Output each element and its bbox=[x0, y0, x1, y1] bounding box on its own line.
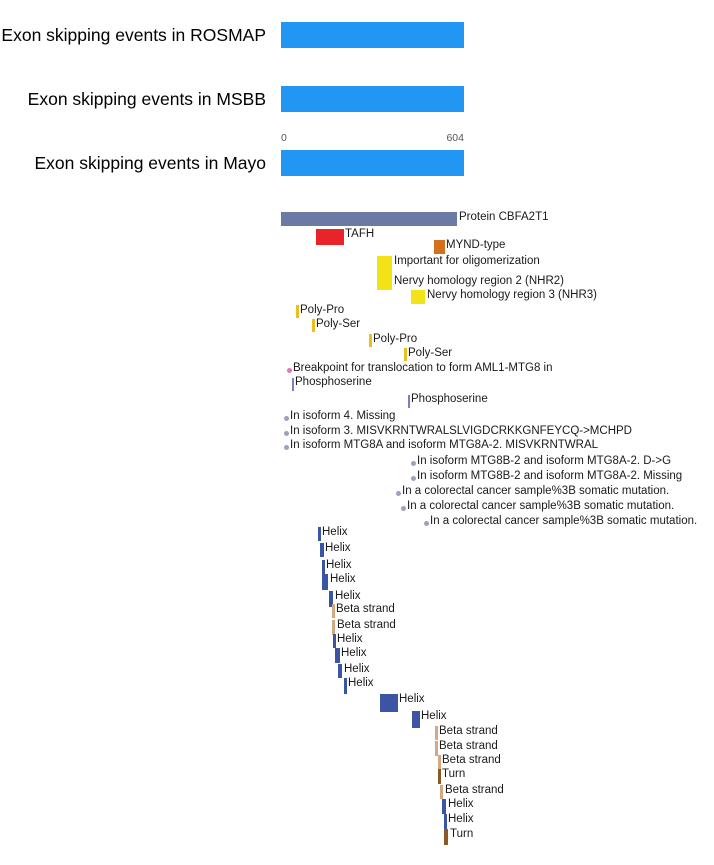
axis-max-label: 604 bbox=[446, 132, 464, 144]
secondary-structure-label: Beta strand bbox=[439, 725, 498, 737]
secondary-structure-block[interactable] bbox=[338, 664, 342, 678]
secondary-structure-label: Helix bbox=[348, 677, 374, 689]
domain-block[interactable] bbox=[281, 212, 457, 226]
secondary-structure-block[interactable] bbox=[332, 620, 335, 635]
axis-min-label: 0 bbox=[281, 132, 287, 144]
secondary-structure-label: Helix bbox=[399, 693, 425, 705]
exon-skipping-row: Exon skipping events in MSBB bbox=[0, 82, 714, 116]
variant-dot-marker[interactable] bbox=[284, 431, 289, 436]
domain-label: Nervy homology region 2 (NHR2) bbox=[394, 275, 565, 287]
exon-row-label: Exon skipping events in Mayo bbox=[34, 153, 266, 173]
variant-dot-marker[interactable] bbox=[424, 521, 429, 526]
site-dot-marker[interactable] bbox=[287, 368, 292, 373]
secondary-structure-label: Helix bbox=[337, 633, 363, 645]
domain-label: MYND-type bbox=[446, 239, 506, 251]
variant-label: In a colorectal cancer sample%3B somatic… bbox=[430, 515, 698, 527]
exon-row-label: Exon skipping events in ROSMAP bbox=[1, 25, 266, 45]
secondary-structure-label: Beta strand bbox=[445, 784, 504, 796]
secondary-structure-block[interactable] bbox=[444, 829, 448, 845]
site-bar-marker[interactable] bbox=[292, 378, 294, 391]
secondary-structure-block[interactable] bbox=[435, 726, 438, 740]
variant-dot-marker[interactable] bbox=[396, 491, 401, 496]
secondary-structure-block[interactable] bbox=[335, 648, 340, 663]
site-label: Phosphoserine bbox=[295, 376, 372, 388]
domain-label: Poly-Ser bbox=[408, 347, 453, 359]
secondary-structure-block[interactable] bbox=[440, 785, 443, 799]
domain-label: Important for oligomerization bbox=[394, 255, 540, 267]
secondary-structure-label: Helix bbox=[322, 526, 348, 538]
site-label: Phosphoserine bbox=[411, 393, 488, 405]
secondary-structure-label: Helix bbox=[344, 663, 370, 675]
secondary-structure-block[interactable] bbox=[438, 769, 441, 784]
domain-block[interactable] bbox=[296, 305, 299, 318]
variant-dot-marker[interactable] bbox=[284, 445, 289, 450]
secondary-structure-block[interactable] bbox=[435, 741, 438, 756]
secondary-structure-block[interactable] bbox=[329, 591, 333, 607]
exon-skipping-row: Exon skipping events in ROSMAP bbox=[0, 18, 714, 52]
variant-dot-marker[interactable] bbox=[401, 506, 406, 511]
secondary-structure-block[interactable] bbox=[322, 574, 328, 590]
domain-label: TAFH bbox=[345, 228, 375, 240]
variant-dot-marker[interactable] bbox=[284, 416, 289, 421]
secondary-structure-block[interactable] bbox=[380, 694, 398, 712]
domain-label: Poly-Pro bbox=[373, 333, 418, 345]
secondary-structure-block[interactable] bbox=[318, 527, 321, 541]
exon-row-bar[interactable] bbox=[281, 22, 464, 48]
variant-label: In a colorectal cancer sample%3B somatic… bbox=[407, 500, 675, 512]
domain-label: Poly-Ser bbox=[316, 318, 361, 330]
secondary-structure-label: Helix bbox=[421, 710, 447, 722]
secondary-structure-label: Turn bbox=[450, 828, 474, 840]
secondary-structure-label: Helix bbox=[448, 813, 474, 825]
secondary-structure-block[interactable] bbox=[438, 755, 441, 769]
domain-block[interactable] bbox=[316, 229, 344, 245]
exon-row-label: Exon skipping events in MSBB bbox=[27, 89, 266, 109]
variant-label: In isoform MTG8B-2 and isoform MTG8A-2. … bbox=[417, 470, 683, 482]
secondary-structure-block[interactable] bbox=[333, 634, 336, 648]
secondary-structure-block[interactable] bbox=[320, 543, 324, 557]
site-bar-marker[interactable] bbox=[408, 395, 410, 408]
domain-block[interactable] bbox=[404, 348, 407, 361]
secondary-structure-block[interactable] bbox=[332, 604, 335, 618]
exon-row-bar[interactable] bbox=[281, 86, 464, 112]
secondary-structure-label: Helix bbox=[335, 590, 361, 602]
secondary-structure-label: Beta strand bbox=[337, 619, 396, 631]
domain-label: Nervy homology region 3 (NHR3) bbox=[427, 289, 598, 301]
secondary-structure-label: Beta strand bbox=[442, 754, 501, 766]
variant-label: In isoform MTG8B-2 and isoform MTG8A-2. … bbox=[417, 455, 672, 467]
variant-label: In isoform 3. MISVKRNTWRALSLVIGDCRKKGNFE… bbox=[290, 425, 632, 437]
secondary-structure-block[interactable] bbox=[444, 814, 447, 829]
secondary-structure-label: Helix bbox=[326, 559, 352, 571]
secondary-structure-label: Helix bbox=[341, 647, 367, 659]
variant-label: In a colorectal cancer sample%3B somatic… bbox=[402, 485, 670, 497]
exon-row-bar[interactable] bbox=[281, 150, 464, 176]
secondary-structure-label: Helix bbox=[448, 798, 474, 810]
secondary-structure-block[interactable] bbox=[412, 711, 420, 728]
domain-block[interactable] bbox=[312, 319, 315, 332]
secondary-structure-block[interactable] bbox=[344, 678, 347, 694]
secondary-structure-block[interactable] bbox=[442, 799, 446, 814]
secondary-structure-block[interactable] bbox=[322, 560, 325, 574]
domain-label: Protein CBFA2T1 bbox=[459, 211, 549, 223]
secondary-structure-label: Helix bbox=[330, 573, 356, 585]
exon-skipping-row: Exon skipping events in Mayo bbox=[0, 146, 714, 180]
domain-block[interactable] bbox=[369, 334, 372, 347]
domain-block[interactable] bbox=[411, 290, 425, 304]
axis-scale: 0 604 bbox=[281, 133, 464, 145]
variant-dot-marker[interactable] bbox=[411, 476, 416, 481]
secondary-structure-label: Beta strand bbox=[336, 603, 395, 615]
secondary-structure-label: Turn bbox=[442, 768, 466, 780]
variant-dot-marker[interactable] bbox=[411, 461, 416, 466]
domain-block[interactable] bbox=[377, 256, 392, 290]
secondary-structure-label: Helix bbox=[325, 542, 351, 554]
secondary-structure-label: Beta strand bbox=[439, 740, 498, 752]
domain-block[interactable] bbox=[434, 240, 445, 254]
site-label: Breakpoint for translocation to form AML… bbox=[293, 362, 553, 374]
variant-label: In isoform MTG8A and isoform MTG8A-2. MI… bbox=[290, 439, 599, 451]
domain-label: Poly-Pro bbox=[300, 304, 345, 316]
variant-label: In isoform 4. Missing bbox=[290, 410, 396, 422]
